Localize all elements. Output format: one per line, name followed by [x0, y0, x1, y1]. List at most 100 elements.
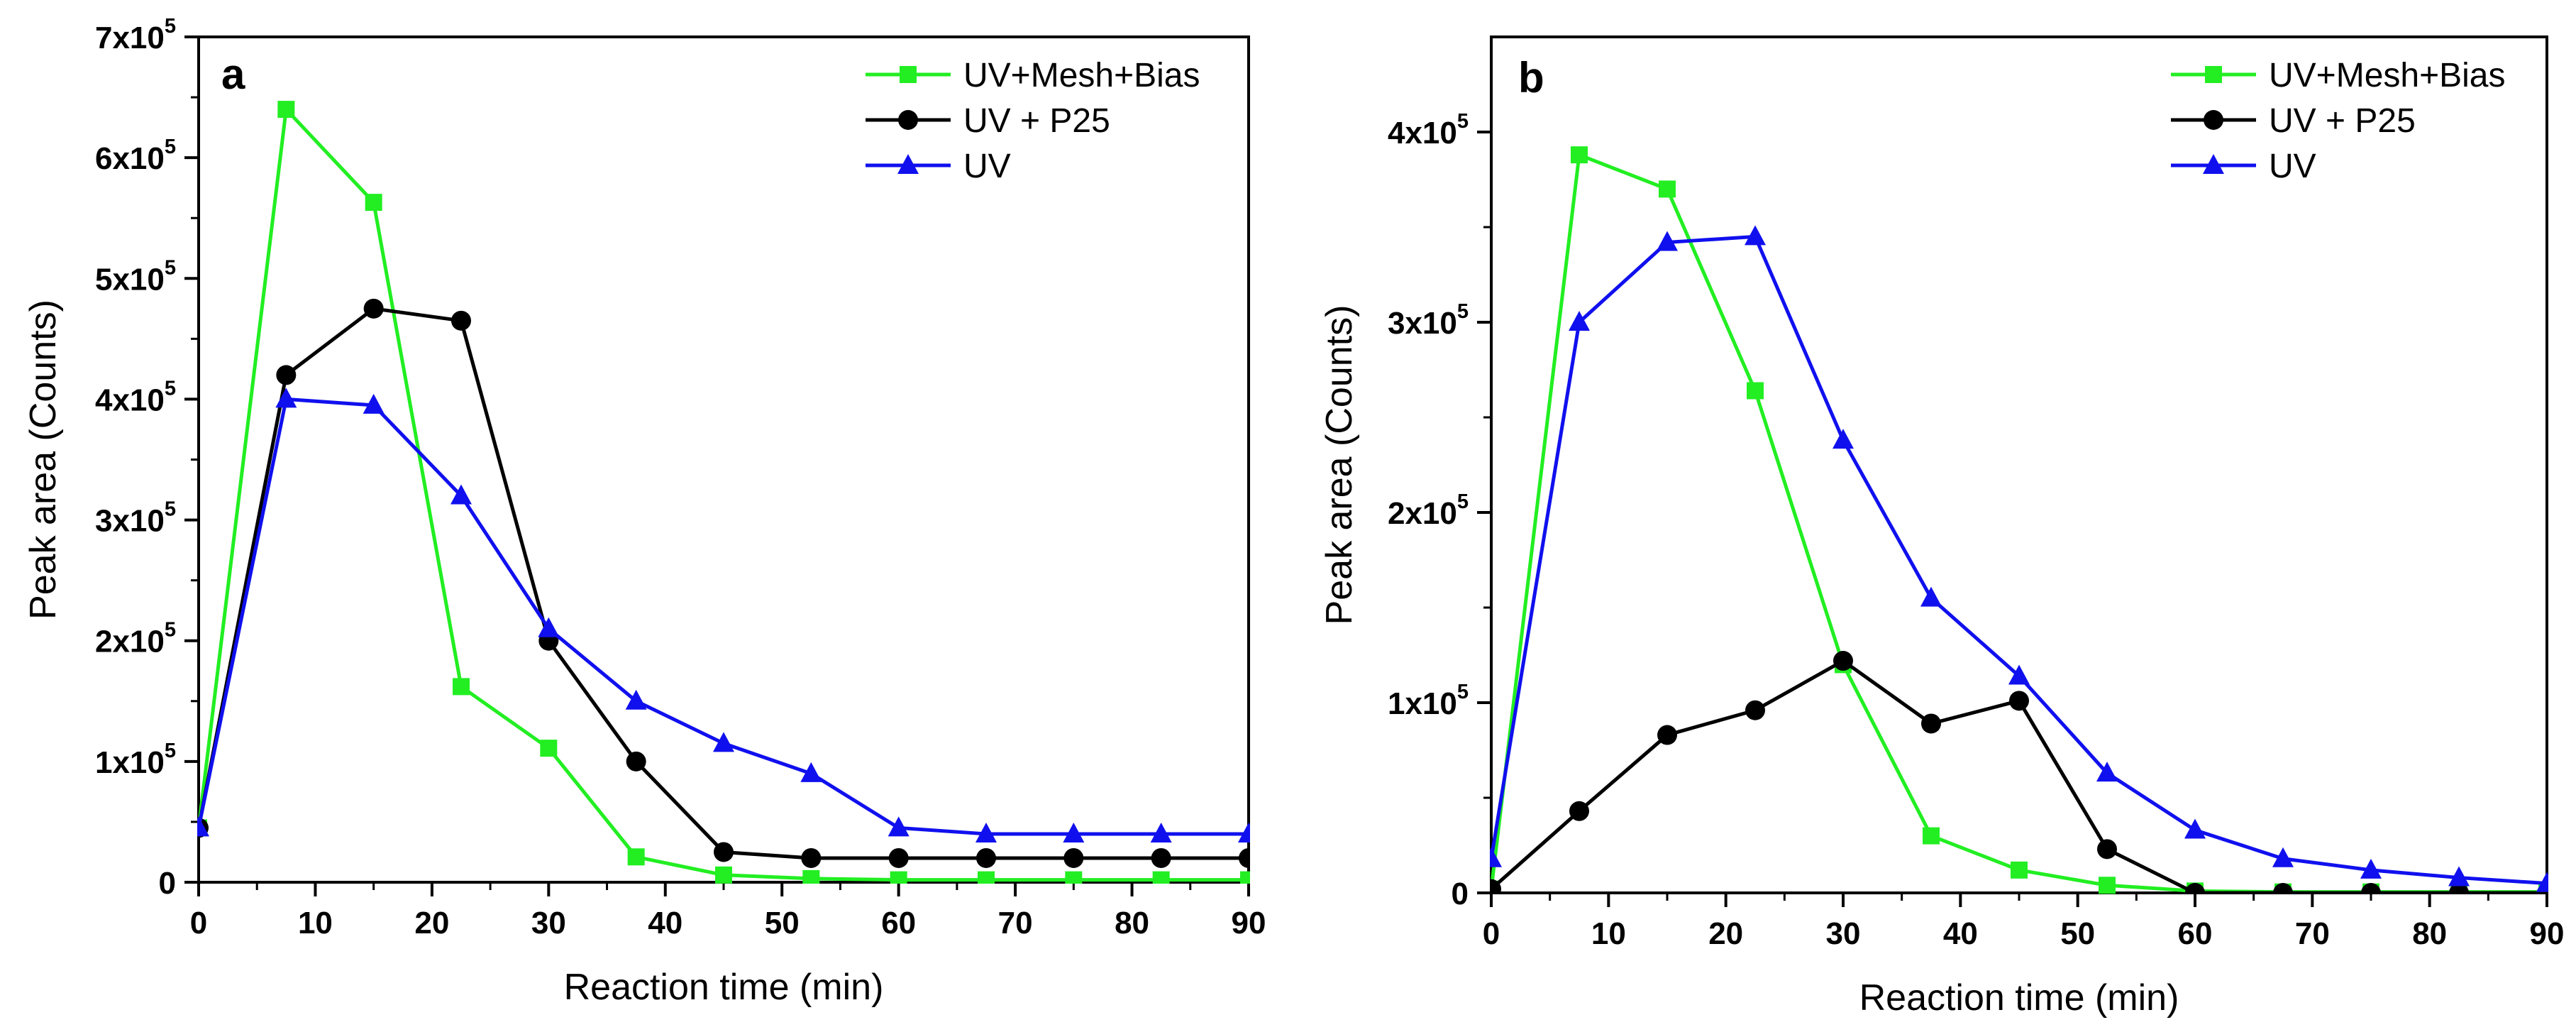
- data-point: [540, 740, 558, 757]
- data-point: [277, 101, 295, 119]
- legend-label: UV: [2269, 148, 2316, 185]
- legend-label: UV + P25: [2269, 102, 2416, 140]
- data-point: [2009, 691, 2029, 711]
- data-point: [2011, 861, 2028, 879]
- legend-marker: [2204, 110, 2223, 130]
- x-axis-title: Reaction time (min): [1859, 977, 2179, 1019]
- data-point: [1745, 700, 1765, 720]
- data-point: [625, 689, 647, 710]
- data-point: [1920, 586, 1942, 607]
- data-point: [2536, 872, 2548, 892]
- data-point: [1063, 847, 1084, 868]
- legend-marker: [2203, 154, 2224, 174]
- data-point: [1490, 847, 1502, 867]
- x-tick-label: 50: [2060, 916, 2095, 951]
- data-point: [1745, 225, 1766, 246]
- legend-label: UV: [963, 148, 1011, 185]
- plot-frame: [197, 35, 1250, 884]
- data-point: [1239, 847, 1250, 868]
- y-tick-label: 4x105: [1388, 110, 1469, 150]
- y-tick-label: 2x105: [95, 619, 176, 659]
- legend-label: UV+Mesh+Bias: [963, 57, 1200, 94]
- data-point: [365, 194, 382, 212]
- x-tick-label: 80: [1115, 906, 1149, 940]
- data-point: [626, 751, 646, 772]
- y-tick-label: 4x105: [95, 377, 176, 417]
- data-point: [1151, 847, 1171, 868]
- y-tick-label: 1x105: [95, 740, 176, 780]
- data-point: [363, 393, 385, 414]
- x-tick-label: 90: [2530, 916, 2565, 951]
- x-tick-label: 20: [1708, 916, 1743, 951]
- y-tick-label: 7x105: [95, 15, 176, 55]
- data-point: [975, 822, 997, 842]
- data-point: [1569, 801, 1589, 821]
- data-point: [1657, 725, 1677, 745]
- data-point: [800, 762, 822, 782]
- y-tick-label: 0: [159, 866, 176, 901]
- legend: UV+Mesh+Bias UV + P25 UV: [2171, 57, 2506, 185]
- x-tick-label: 70: [2295, 916, 2330, 951]
- data-point: [2097, 839, 2117, 860]
- data-point: [1921, 713, 1941, 734]
- data-point: [2185, 883, 2205, 894]
- data-point: [2361, 883, 2381, 894]
- data-point: [2096, 762, 2118, 782]
- data-point: [888, 816, 910, 837]
- data-point: [1833, 651, 1853, 671]
- x-tick-label: 50: [765, 906, 800, 940]
- series-line: [1490, 153, 2547, 894]
- series-line: [1490, 234, 2548, 886]
- y-tick-label: 1x105: [1388, 681, 1469, 721]
- data-point: [890, 871, 907, 884]
- legend-marker: [2205, 66, 2222, 83]
- chart-panel-a: 0 10 20 30 40 50 60 70 80 90 0 1x105 2x105 3x105 4x105…: [23, 15, 1266, 1008]
- data-point: [888, 847, 909, 868]
- legend: UV+Mesh+Bias UV + P25 UV: [866, 57, 1200, 185]
- x-tick-label: 90: [1232, 906, 1266, 940]
- plot-area: [1490, 146, 2548, 894]
- data-point: [1569, 311, 1590, 331]
- x-tick-label: 0: [190, 906, 207, 940]
- y-tick-label: 3x105: [95, 498, 176, 539]
- x-axis-title: Reaction time (min): [564, 967, 884, 1008]
- legend-marker: [900, 66, 917, 83]
- plot-area: [197, 101, 1250, 884]
- data-point: [1571, 146, 1588, 164]
- data-point: [2008, 664, 2030, 685]
- y-tick-label: 6x105: [95, 136, 176, 176]
- data-point: [1150, 822, 1172, 842]
- data-point: [1657, 231, 1678, 251]
- y-axis-title: Peak area (Counts): [1319, 305, 1360, 625]
- series-line: [197, 107, 1249, 882]
- y-tick-label: 0: [1452, 877, 1469, 911]
- x-tick-label: 60: [881, 906, 916, 940]
- x-tick-label: 80: [2412, 916, 2447, 951]
- data-point: [1923, 827, 1940, 845]
- x-tick-label: 40: [1943, 916, 1978, 951]
- x-tick-label: 60: [2178, 916, 2213, 951]
- x-tick-label: 10: [298, 906, 333, 940]
- data-point: [802, 869, 820, 884]
- data-point: [538, 617, 560, 637]
- data-point: [453, 678, 470, 696]
- series-line: [197, 397, 1249, 836]
- data-point: [1152, 871, 1170, 884]
- data-point: [2273, 883, 2293, 894]
- data-point: [451, 310, 471, 331]
- data-point: [197, 816, 209, 837]
- x-tick-label: 40: [648, 906, 682, 940]
- x-tick-label: 0: [1483, 916, 1500, 951]
- panel-letter: b: [1518, 54, 1544, 101]
- data-point: [276, 365, 297, 385]
- x-tick-label: 20: [414, 906, 449, 940]
- data-point: [1065, 871, 1083, 884]
- plot-frame: [1490, 35, 2548, 894]
- data-point: [1747, 382, 1764, 400]
- legend-label: UV + P25: [963, 102, 1110, 140]
- data-point: [275, 388, 297, 408]
- data-point: [976, 847, 996, 868]
- series-line: [197, 307, 1249, 860]
- legend-marker: [898, 110, 918, 130]
